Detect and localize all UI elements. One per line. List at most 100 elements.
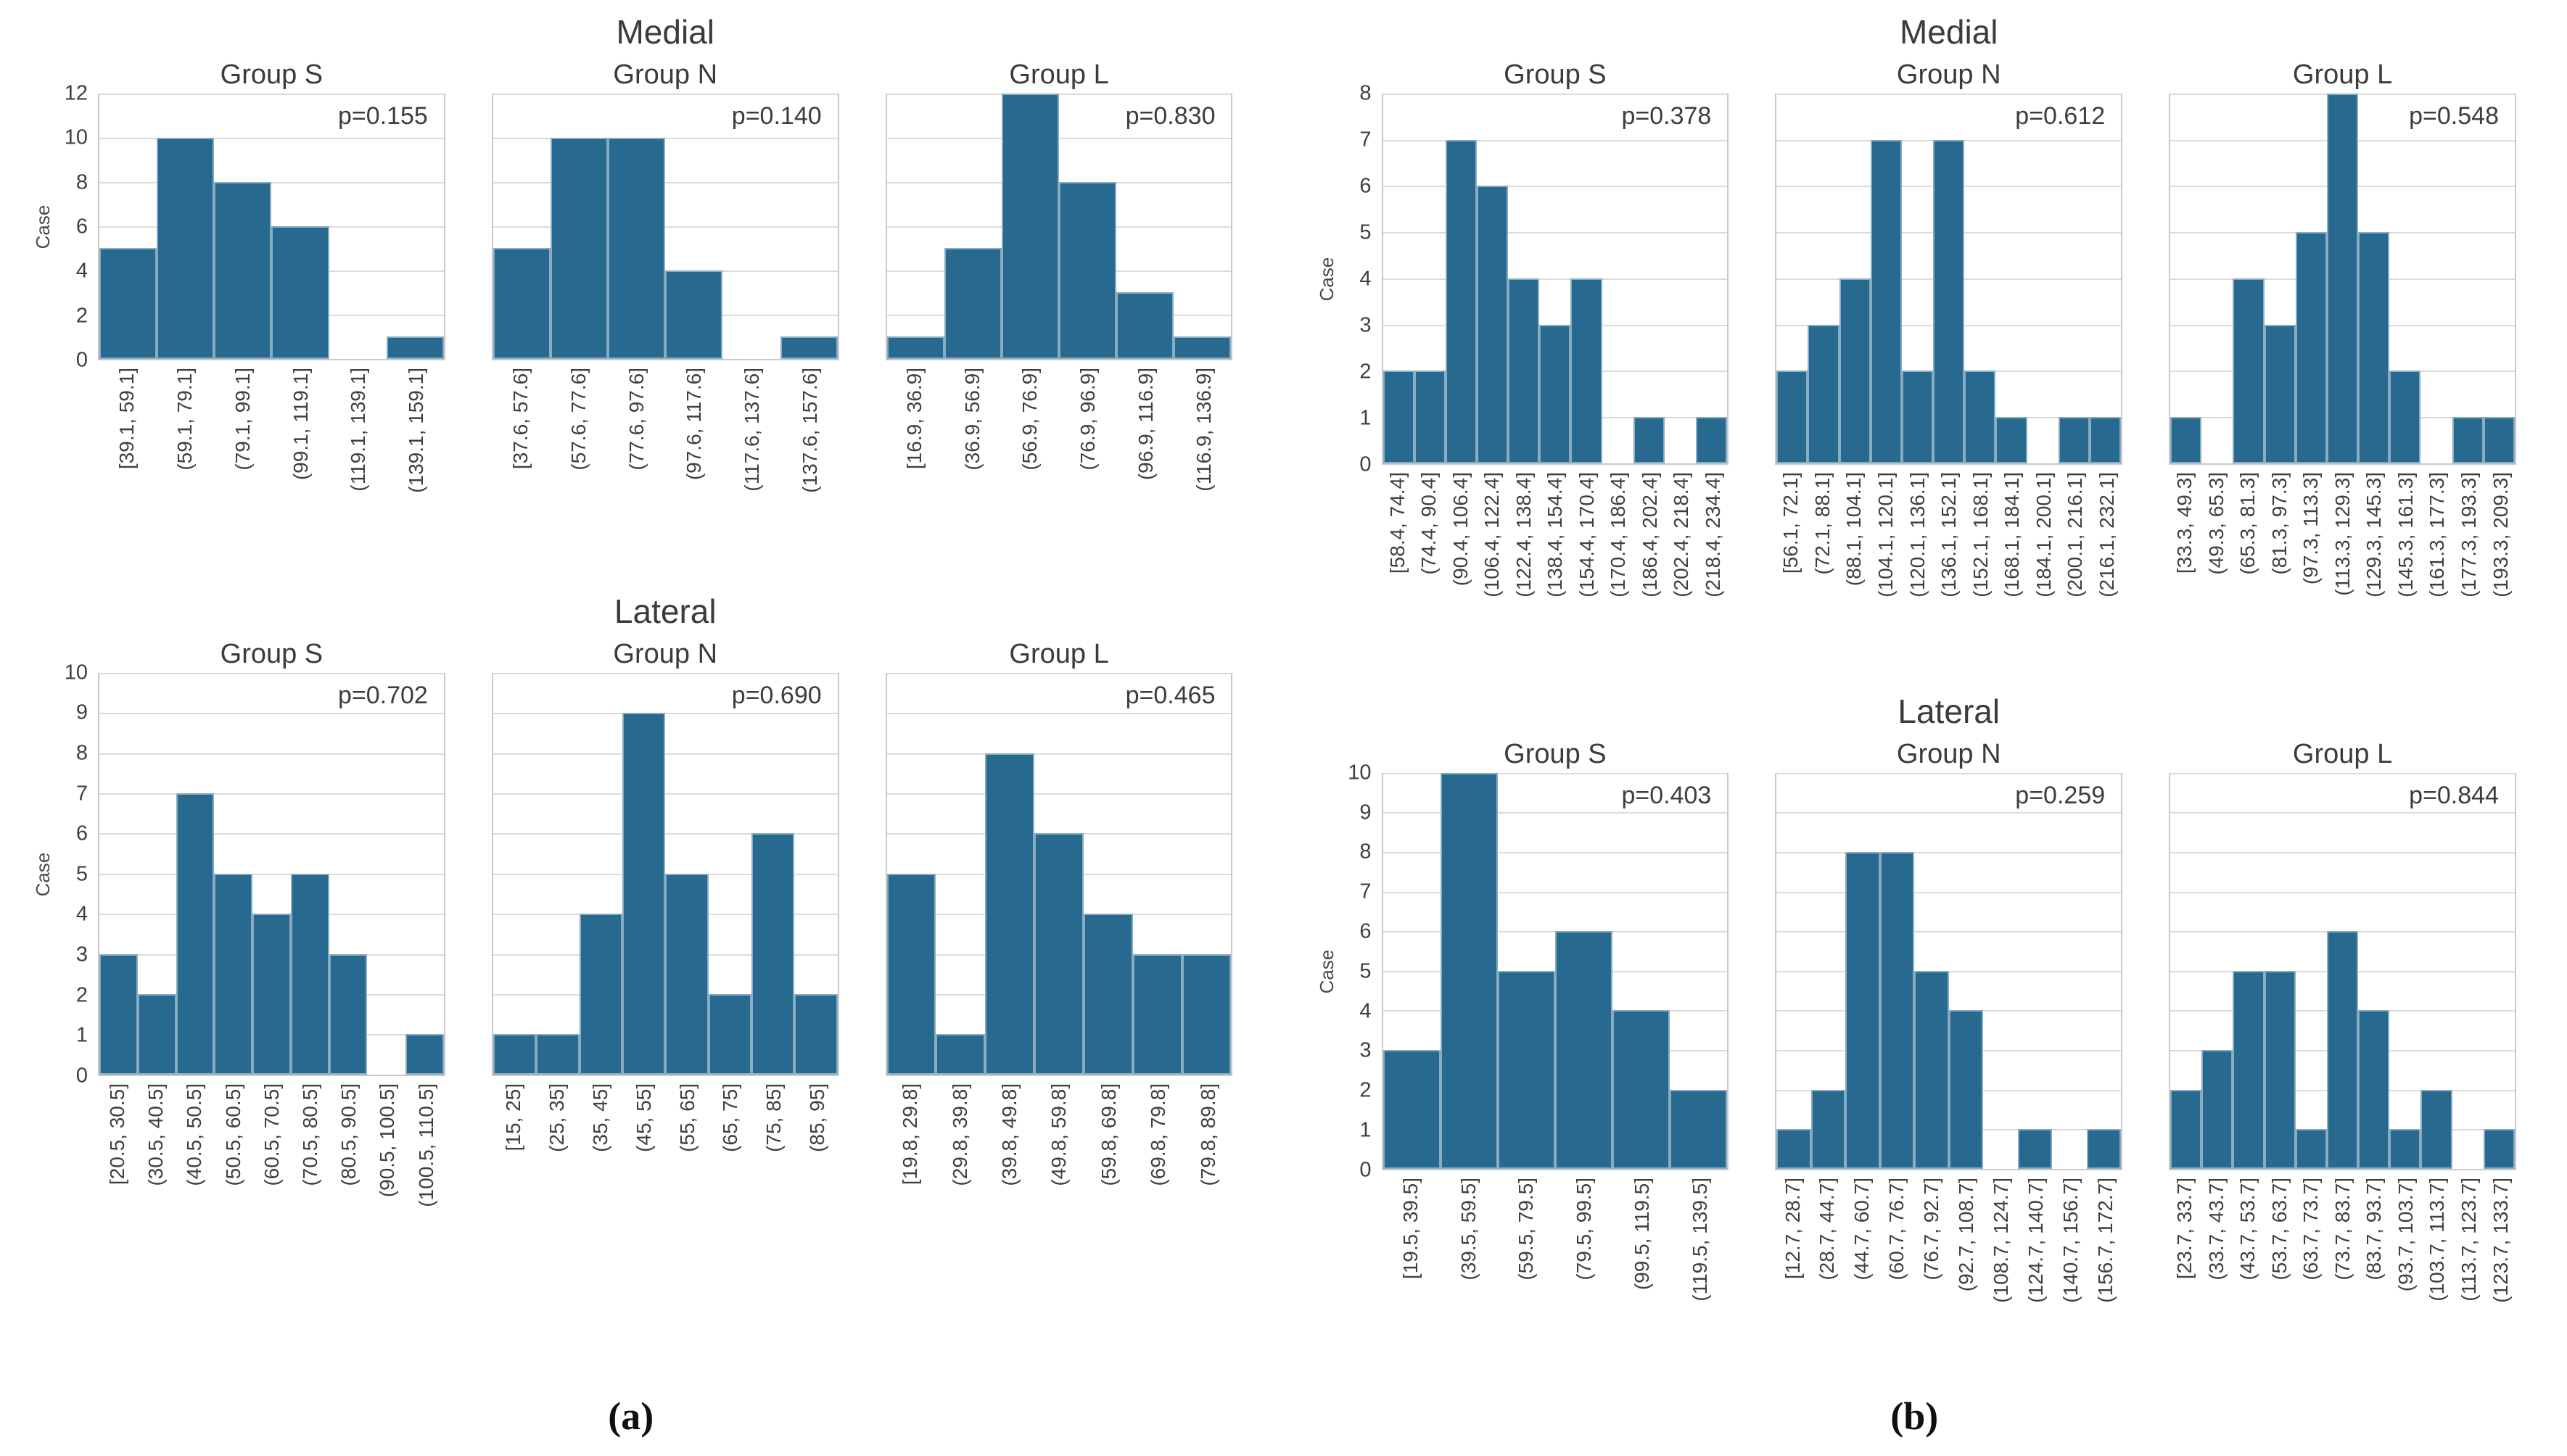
x-tick: (30.5, 40.5] <box>136 1076 175 1272</box>
p-value-label: p=0.378 <box>1621 102 1712 130</box>
panel-label-b: (b) <box>1890 1394 1939 1438</box>
gridline <box>493 181 838 183</box>
x-tick-label: (116.9, 136.9] <box>1192 367 1215 492</box>
histogram-bar <box>608 137 666 359</box>
x-tick-label: (120.1, 136.1] <box>1905 471 1929 597</box>
gridline <box>1383 851 1728 853</box>
histogram-bar <box>665 270 723 359</box>
gridline <box>1383 772 1728 774</box>
x-tick: [19.8, 29.8] <box>886 1076 935 1272</box>
x-tick-label: (145.3, 161.3] <box>2394 471 2417 597</box>
histogram-bar <box>2089 417 2122 463</box>
y-tick-label: 3 <box>1359 1038 1372 1062</box>
charts-row: Case 0 2 4 6 8 10 12 Group S p=0.155 [39.1, 59.1] (… <box>29 59 1233 572</box>
x-tick: (108.7, 124.7] <box>1984 1170 2019 1378</box>
chart-title: Group S <box>220 638 324 669</box>
y-axis-gutter: Case 0 2 4 6 8 10 12 <box>29 59 98 371</box>
x-tick: (73.7, 83.7] <box>2327 1170 2359 1378</box>
x-tick-label: (56.9, 76.9] <box>1018 367 1042 471</box>
x-tick-label: [58.4, 74.4] <box>1385 471 1409 574</box>
y-tick-label: 1 <box>1359 1118 1372 1142</box>
histogram-bar <box>2233 970 2265 1169</box>
y-tick-label: 9 <box>75 700 88 724</box>
y-tick-label: 0 <box>75 1064 88 1088</box>
histogram-bar <box>1810 1089 1846 1169</box>
gridline <box>99 753 444 755</box>
histogram-bar <box>2170 417 2202 463</box>
histogram-bar <box>99 248 157 359</box>
gridline <box>1776 891 2122 893</box>
gridline <box>99 181 444 183</box>
x-tick: (117.6, 137.6] <box>723 360 781 572</box>
x-tick: (79.8, 89.8] <box>1183 1076 1232 1272</box>
histogram-bar <box>665 873 709 1075</box>
x-tick-label: [39.1, 59.1] <box>115 367 139 469</box>
x-tick-label: (113.3, 129.3] <box>2331 471 2354 596</box>
histogram-bar <box>1839 278 1871 463</box>
x-tick-label: (50.5, 60.5] <box>221 1083 244 1186</box>
x-tick: (59.5, 79.5] <box>1497 1170 1555 1378</box>
histogram-bar <box>1870 139 1902 463</box>
histogram-bar <box>2326 93 2359 463</box>
plot-area: p=0.465 <box>885 672 1233 1076</box>
histogram-bar <box>2264 970 2296 1169</box>
chart-b-lateral-group-l: Group L p=0.844 [23.7, 33.7] (33.7, 43.7] (4… <box>2169 738 2516 1378</box>
x-tick-label: (25, 35] <box>545 1083 568 1152</box>
histogram-bar <box>944 248 1002 359</box>
x-tick: (216.1, 232.1] <box>2091 465 2123 672</box>
x-tick-label: [56.1, 72.1] <box>1779 471 1802 574</box>
plot-area: p=0.548 <box>2169 93 2516 465</box>
y-tick-label: 6 <box>75 215 88 239</box>
plot-area: p=0.844 <box>2169 772 2516 1170</box>
y-tick-label: 8 <box>75 170 88 194</box>
x-tick: (57.6, 77.6] <box>550 360 608 572</box>
x-tick-label: (79.1, 99.1] <box>231 367 254 471</box>
histogram-bar <box>405 1034 444 1075</box>
histogram-bar <box>985 753 1035 1075</box>
x-axis-labels: [12.7, 28.7] (28.7, 44.7] (44.7, 60.7] (60.… <box>1775 1170 2122 1378</box>
x-tick: (193.3, 209.3] <box>2484 465 2516 672</box>
gridline <box>493 137 838 139</box>
histogram-bar <box>1879 851 1915 1169</box>
x-tick: (25, 35] <box>535 1076 579 1272</box>
y-tick-label: 4 <box>1359 999 1372 1023</box>
x-tick: [39.1, 59.1] <box>98 360 156 572</box>
histogram-bar <box>2389 371 2421 463</box>
x-tick-label: (28.7, 44.7] <box>1816 1177 1839 1281</box>
plot-area: p=0.378 <box>1381 93 1729 465</box>
x-tick: (122.4, 138.4] <box>1508 465 1540 672</box>
y-tick-label: 5 <box>75 862 88 886</box>
x-tick-label: (108.7, 124.7] <box>1989 1177 2012 1303</box>
y-tick-label: 10 <box>64 661 88 684</box>
gridline <box>1383 232 1728 234</box>
x-tick-label: [37.6, 57.6] <box>509 367 532 469</box>
x-tick: [20.5, 30.5] <box>98 1076 136 1272</box>
histogram-bar <box>751 833 795 1075</box>
x-tick-label: (59.1, 79.1] <box>173 367 197 471</box>
gridline <box>886 713 1232 715</box>
x-tick: (43.7, 53.7] <box>2232 1170 2264 1378</box>
x-tick: (168.1, 184.1] <box>1996 465 2028 672</box>
x-tick-label: (156.7, 172.7] <box>2093 1177 2117 1303</box>
y-tick-label: 1 <box>75 1023 88 1047</box>
x-tick: (83.7, 93.7] <box>2358 1170 2390 1378</box>
histogram-bar <box>1174 336 1232 359</box>
x-tick-label: (35, 45] <box>588 1083 611 1152</box>
x-tick: (69.8, 79.8] <box>1134 1076 1183 1272</box>
x-axis-labels: [20.5, 30.5] (30.5, 40.5] (40.5, 50.5] (50.… <box>98 1076 445 1272</box>
histogram-bar <box>1539 324 1571 463</box>
y-axis: Case 0 1 2 3 4 5 6 7 8 9 10 <box>29 662 98 1086</box>
histogram-bar <box>329 954 368 1075</box>
histogram-bar <box>493 1034 537 1075</box>
x-tick: (97.6, 117.6] <box>665 360 723 572</box>
gridline <box>1776 931 2122 933</box>
gridline <box>1776 851 2122 853</box>
gridline <box>493 793 838 795</box>
x-tick-label: (202.4, 218.4] <box>1670 471 1693 597</box>
x-tick: (39.8, 49.8] <box>984 1076 1034 1272</box>
chart-title: Group L <box>2292 59 2393 90</box>
x-tick-label: (49.8, 59.8] <box>1047 1083 1071 1186</box>
histogram-bar <box>780 336 838 359</box>
histogram-bar <box>1776 371 1808 463</box>
